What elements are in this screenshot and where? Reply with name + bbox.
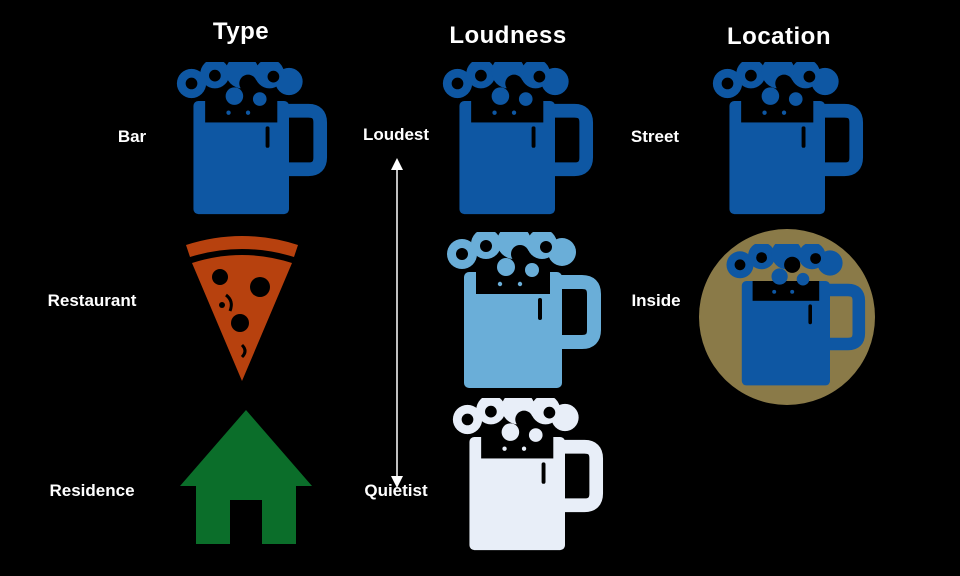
beer-mug-icon — [446, 398, 606, 554]
beer-mug-icon — [172, 62, 328, 218]
label-residence: Residence — [49, 481, 135, 500]
header-loudness: Loudness — [449, 22, 567, 49]
house-icon — [180, 410, 312, 544]
label-bar: Bar — [117, 127, 147, 146]
pizza-slice-icon — [186, 236, 298, 381]
label-street: Street — [630, 127, 680, 146]
header-location: Location — [727, 23, 831, 50]
beer-mug-icon — [722, 244, 866, 390]
label-restaurant: Restaurant — [47, 291, 137, 310]
beer-mug-icon — [438, 62, 594, 218]
header-type: Type — [212, 18, 270, 45]
beer-mug-icon — [442, 232, 602, 392]
label-loudest: Loudest — [362, 125, 430, 144]
label-inside: Inside — [631, 291, 681, 310]
label-quietist: Quietist — [364, 481, 428, 500]
beer-mug-icon — [708, 62, 864, 218]
